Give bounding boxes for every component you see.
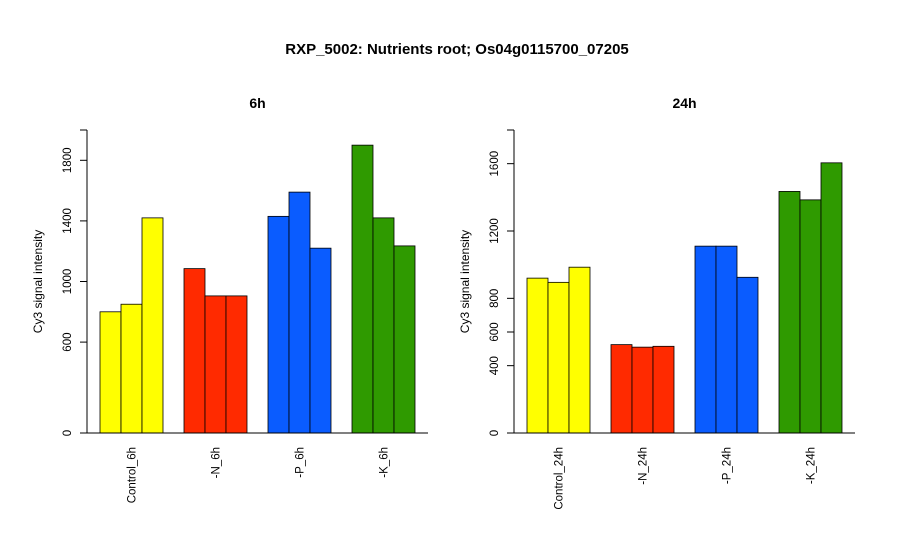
bar [372,217,395,434]
y-tick-label: 0 [489,430,501,436]
panel-title: 24h [672,95,696,111]
bar [631,346,654,434]
bar [736,276,759,434]
bar [526,277,549,434]
bar [715,245,738,434]
x-tick-label: Control_24h [554,447,566,510]
x-tick-label: -N_6h [211,447,223,478]
x-tick-label: -K_6h [379,447,391,478]
y-tick-label: 800 [489,289,501,308]
bar [204,295,227,434]
bar [694,245,717,434]
bar [267,215,290,434]
panel-title: 6h [249,95,265,111]
bar [799,199,822,434]
bar [547,281,570,434]
y-tick-label: 600 [62,333,74,352]
y-tick-label: 0 [62,430,74,436]
y-tick-label: 1200 [489,218,501,244]
y-tick-label: 1000 [62,269,74,295]
y-tick-label: 1800 [62,148,74,174]
x-tick-label: -K_24h [806,447,818,484]
figure-title: RXP_5002: Nutrients root; Os04g0115700_0… [285,41,629,58]
chart-panel-1: 24h Cy3 signal intensity Control_24h -N_24h… [458,95,855,510]
bar [120,303,143,434]
y-axis-label: Cy3 signal intensity [458,230,472,333]
bar [183,268,206,434]
y-tick-label: 1600 [489,151,501,177]
y-tick-label: 400 [489,356,501,375]
bar [309,247,332,434]
bar [652,345,675,434]
bar [568,266,591,434]
x-tick-label: -P_6h [295,447,307,478]
x-tick-label: Control_6h [127,447,139,503]
bar [225,295,248,434]
bar [141,217,164,434]
y-axis-label: Cy3 signal intensity [31,230,45,333]
bar [288,191,311,434]
bar [351,144,374,434]
bar [820,162,843,434]
y-tick-label: 600 [489,322,501,341]
chart-panel-0: 6h Cy3 signal intensity Control_6h -N_6h -P_… [31,95,428,503]
bar [393,245,416,434]
bar [99,311,122,434]
bar [610,344,633,434]
bar [778,191,801,434]
x-tick-label: -P_24h [722,447,734,484]
x-tick-label: -N_24h [638,447,650,485]
y-tick-label: 1400 [62,208,74,234]
